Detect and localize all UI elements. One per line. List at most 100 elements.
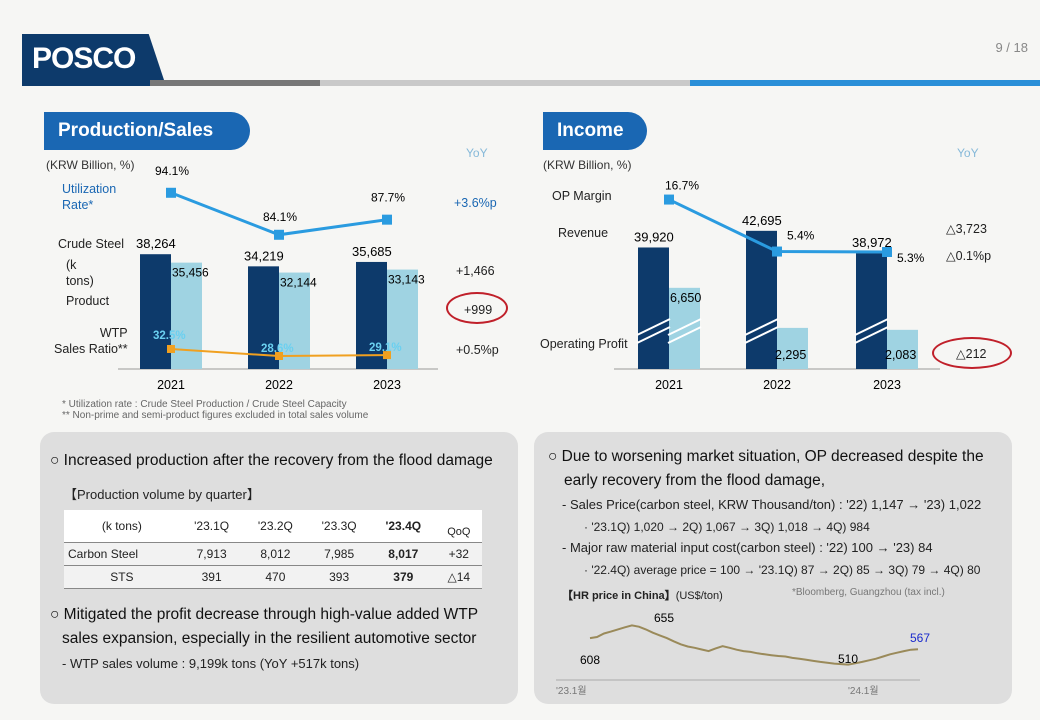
bar-crude-steel bbox=[356, 261, 387, 369]
x-tick-label: 2023 bbox=[373, 378, 401, 392]
bar-revenue bbox=[746, 230, 777, 369]
label-op-value: 6,650 bbox=[670, 291, 701, 305]
annotation-start: 608 bbox=[580, 653, 600, 667]
table-cell: 7,985 bbox=[307, 542, 372, 566]
marker-op-margin bbox=[882, 247, 892, 257]
right-bullet-1-line1: ○ Due to worsening market situation, OP … bbox=[548, 448, 984, 465]
label-utilization: Utilization Rate* bbox=[62, 182, 117, 212]
table-cell: 8,017 bbox=[371, 542, 436, 566]
bar-revenue bbox=[856, 253, 887, 369]
header-rule-light bbox=[320, 80, 690, 86]
label-wtp-value: 29.1% bbox=[369, 342, 402, 354]
axis-break-mark bbox=[667, 318, 702, 336]
yoy-wtp: +0.5%p bbox=[456, 343, 499, 357]
label-product-value: 35,456 bbox=[172, 266, 209, 280]
axis-break-mark bbox=[667, 326, 702, 344]
yoy-crude-steel: +1,466 bbox=[456, 264, 495, 278]
income-title: Income bbox=[543, 112, 647, 150]
footnote-2: ** Non-prime and semi-product figures ex… bbox=[62, 410, 369, 421]
hr-price-title: 【HR price in China】 bbox=[562, 590, 676, 602]
table-header: '23.1Q bbox=[179, 510, 244, 543]
label-utilization-value: 87.7% bbox=[371, 191, 405, 205]
table-header: '23.3Q bbox=[307, 510, 372, 543]
production-table: (k tons) '23.1Q '23.2Q '23.3Q '23.4Q QoQ… bbox=[64, 510, 482, 589]
posco-logo: POSCO bbox=[22, 34, 166, 86]
bar-operating-profit bbox=[887, 329, 918, 369]
label-wtp-value: 28.6% bbox=[261, 343, 294, 355]
production-unit: (KRW Billion, %) bbox=[46, 158, 135, 172]
table-cell: 8,012 bbox=[243, 542, 308, 566]
label-k-tons: (k tons) bbox=[66, 258, 94, 288]
bar-operating-profit bbox=[777, 327, 808, 369]
left-bullet-2-sub: - WTP sales volume : 9,199k tons (YoY +5… bbox=[62, 656, 360, 671]
hr-price-source: *Bloomberg, Guangzhou (tax incl.) bbox=[792, 587, 945, 598]
right-sub-1-detail: · '23.1Q) 1,020 → 2Q) 1,067 → 3Q) 1,018 … bbox=[584, 520, 870, 534]
annotation-peak: 655 bbox=[654, 611, 674, 625]
bar-operating-profit bbox=[669, 287, 700, 369]
marker-op-margin bbox=[664, 194, 674, 205]
x-tick-label: 2022 bbox=[763, 378, 791, 392]
x-tick-label: 2021 bbox=[157, 378, 185, 392]
hr-x-start-label: '23.1월 bbox=[556, 685, 587, 697]
marker-utilization bbox=[382, 214, 392, 225]
label-product-value: 33,143 bbox=[388, 273, 425, 287]
footnotes: * Utilization rate : Crude Steel Product… bbox=[62, 399, 368, 421]
label-operating-profit: Operating Profit bbox=[540, 337, 628, 351]
right-sub-2-detail: · '22.4Q) average price = 100 → '23.1Q) … bbox=[584, 563, 981, 577]
label-op-margin-value: 5.3% bbox=[897, 251, 925, 265]
label-revenue: Revenue bbox=[558, 226, 609, 240]
yoy-op-margin: △0.1%p bbox=[946, 249, 992, 263]
marker-op-margin bbox=[772, 246, 782, 257]
production-sales-title: Production/Sales bbox=[44, 112, 250, 150]
table-row: Carbon Steel 7,913 8,012 7,985 8,017 +32 bbox=[64, 542, 482, 566]
table-cell: 7,913 bbox=[179, 542, 244, 566]
x-tick-label: 2021 bbox=[655, 378, 683, 392]
table-cell: Carbon Steel bbox=[64, 542, 180, 566]
marker-wtp bbox=[167, 344, 175, 353]
label-crude-steel: Crude Steel bbox=[58, 237, 125, 251]
marker-utilization bbox=[166, 187, 176, 198]
production-yoy-header: YoY bbox=[466, 146, 488, 160]
right-summary-box: ○ Due to worsening market situation, OP … bbox=[534, 432, 1012, 704]
label-wtp-value: 32.5% bbox=[153, 330, 186, 342]
label-crude-steel-value: 38,264 bbox=[136, 236, 176, 251]
table-cell: STS bbox=[64, 565, 180, 589]
line-hr-price bbox=[589, 624, 919, 666]
right-sub-2: - Major raw material input cost(carbon s… bbox=[562, 540, 933, 555]
table-cell: 393 bbox=[307, 565, 372, 589]
bar-crude-steel bbox=[140, 254, 171, 369]
highlight-circle-product bbox=[446, 292, 508, 324]
table-header: (k tons) bbox=[64, 510, 180, 543]
right-bullet-1-line2: early recovery from the flood damage, bbox=[564, 472, 826, 489]
bar-product bbox=[279, 272, 310, 369]
yoy-utilization: +3.6%p bbox=[454, 196, 497, 210]
left-bullet-1: ○ Increased production after the recover… bbox=[50, 452, 493, 469]
footnote-1: * Utilization rate : Crude Steel Product… bbox=[62, 399, 347, 410]
table-header: QoQ bbox=[435, 510, 482, 543]
label-op-value: 2,295 bbox=[775, 348, 806, 362]
axis-break-mark bbox=[636, 318, 671, 336]
label-crude-steel-value: 34,219 bbox=[244, 248, 284, 263]
left-bullet-2-line2: sales expansion, especially in the resil… bbox=[62, 630, 477, 647]
label-op-margin: OP Margin bbox=[552, 189, 612, 203]
table-cell: +32 bbox=[435, 542, 482, 566]
production-chart: 38,264 35,456 2021 34,219 32,144 2022 35,685 33… bbox=[118, 164, 438, 392]
highlight-circle-op bbox=[932, 337, 1012, 369]
axis-break-mark bbox=[744, 318, 779, 336]
marker-utilization bbox=[274, 229, 284, 240]
label-op-margin-value: 5.4% bbox=[787, 229, 815, 243]
label-op-value: 2,083 bbox=[885, 348, 916, 362]
left-summary-box: ○ Increased production after the recover… bbox=[40, 432, 518, 704]
label-revenue-value: 38,972 bbox=[852, 235, 892, 250]
yoy-revenue: △3,723 bbox=[946, 222, 987, 236]
label-op-margin-value: 16.7% bbox=[665, 179, 699, 193]
income-unit: (KRW Billion, %) bbox=[543, 158, 632, 172]
label-revenue-value: 42,695 bbox=[742, 213, 782, 228]
bar-revenue bbox=[638, 247, 669, 369]
label-revenue-value: 39,920 bbox=[634, 229, 674, 244]
x-tick-label: 2022 bbox=[265, 378, 293, 392]
table-row: STS 391 470 393 379 △14 bbox=[64, 565, 482, 589]
label-utilization-value: 84.1% bbox=[263, 210, 297, 224]
table-title: 【Production volume by quarter】 bbox=[64, 487, 260, 502]
